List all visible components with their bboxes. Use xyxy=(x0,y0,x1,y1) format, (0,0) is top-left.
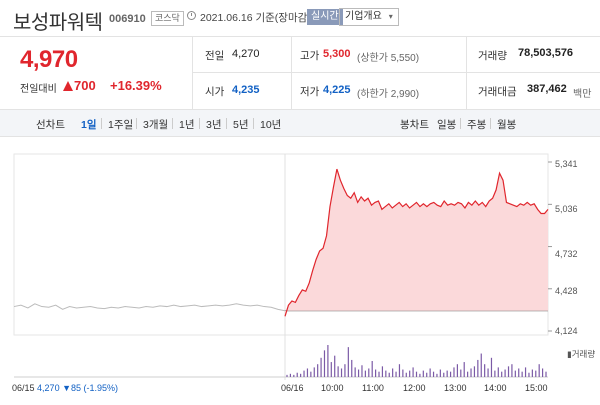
divider xyxy=(291,37,292,109)
tab-5y[interactable]: 5년 xyxy=(233,119,249,131)
divider xyxy=(192,37,193,109)
stock-code: 006910 xyxy=(109,13,146,25)
y-tick-label: 5,341 xyxy=(555,159,578,169)
x-tick-label: 15:00 xyxy=(525,383,548,393)
divider xyxy=(490,118,491,129)
tab-3y[interactable]: 3년 xyxy=(206,119,222,131)
volume-label: 거래량 xyxy=(478,50,507,62)
x-tick-label: 12:00 xyxy=(403,383,426,393)
amount-unit: 백만 xyxy=(573,89,592,100)
divider xyxy=(199,118,200,129)
change-percent: +16.39% xyxy=(110,78,162,93)
price-chart[interactable]: 5,341 5,036 4,732 4,428 4,124 ▮거래량 06/15… xyxy=(0,140,600,405)
stock-name: 보성파워텍 xyxy=(13,12,103,34)
change-value: 700 xyxy=(74,78,96,93)
volume-value: 78,503,576 xyxy=(518,47,574,59)
company-overview-dropdown[interactable]: 기업개요 ▾ xyxy=(339,8,399,26)
chevron-down-icon: ▾ xyxy=(388,12,393,21)
today-price-line xyxy=(284,168,549,317)
divider xyxy=(136,118,137,129)
current-price: 4,970 xyxy=(20,46,78,73)
prev-close-value: 4,270 xyxy=(232,48,260,60)
low-value: 4,225 xyxy=(323,84,351,96)
chart-period-tabs: 선차트 1일 1주일 3개월 1년 3년 5년 10년 봉차트 일봉 주봉 월봉 xyxy=(0,110,600,137)
divider xyxy=(192,72,600,73)
tab-3m[interactable]: 3개월 xyxy=(143,119,169,131)
price-summary: 4,970 전일대비 700 +16.39% 전일 4,270 시가 4,235… xyxy=(0,37,600,110)
volume-legend-label: 거래량 xyxy=(571,349,596,359)
open-label: 시가 xyxy=(205,86,225,98)
x-tick-label: 10:00 xyxy=(321,383,344,393)
up-triangle-icon xyxy=(63,81,73,91)
x-tick-label: 14:00 xyxy=(484,383,507,393)
prev-day-line xyxy=(13,303,286,312)
footer-date: 06/15 xyxy=(12,383,35,393)
chart-footer: 06/15 4,270 ▼85 (-1.95%) xyxy=(12,383,118,393)
x-tick-label: 06/16 xyxy=(281,383,304,393)
y-tick-label: 4,732 xyxy=(555,249,578,259)
upper-limit: (상한가 5,550) xyxy=(357,53,420,64)
amount-value: 387,462 xyxy=(527,83,567,95)
clock-icon xyxy=(187,11,196,20)
market-badge: 코스닥 xyxy=(151,11,184,26)
high-value: 5,300 xyxy=(323,48,351,60)
date-text: 2021.06.16 기준(장마감) xyxy=(200,12,311,24)
footer-price: 4,270 xyxy=(37,383,60,393)
tab-monthly[interactable]: 월봉 xyxy=(497,119,517,131)
divider xyxy=(172,118,173,129)
change-label: 전일대비 xyxy=(20,84,57,95)
open-value: 4,235 xyxy=(232,84,260,96)
divider xyxy=(466,37,467,109)
volume-legend: ▮거래량 xyxy=(567,349,596,359)
tab-weekly[interactable]: 주봉 xyxy=(467,119,487,131)
x-tick-label: 11:00 xyxy=(362,383,384,393)
line-chart-label: 선차트 xyxy=(36,119,65,131)
candle-chart-label: 봉차트 xyxy=(400,119,429,131)
high-label: 고가 xyxy=(300,50,320,62)
x-tick-label: 13:00 xyxy=(444,383,467,393)
tab-1d[interactable]: 1일 xyxy=(81,119,97,131)
price-chart-svg xyxy=(13,153,552,380)
y-tick-label: 4,428 xyxy=(555,286,578,296)
y-tick-label: 4,124 xyxy=(555,326,578,336)
tab-1y[interactable]: 1년 xyxy=(179,119,195,131)
prev-close-label: 전일 xyxy=(205,50,225,62)
stock-header: 보성파워텍 006910 코스닥 2021.06.16 기준(장마감) 실시간 … xyxy=(0,0,600,37)
divider xyxy=(460,118,461,129)
amount-label: 거래대금 xyxy=(478,86,517,98)
tab-1w[interactable]: 1주일 xyxy=(108,119,134,131)
y-tick-label: 5,036 xyxy=(555,204,578,214)
divider xyxy=(253,118,254,129)
tab-daily[interactable]: 일봉 xyxy=(437,119,457,131)
low-label: 저가 xyxy=(300,86,320,98)
tab-10y[interactable]: 10년 xyxy=(260,119,282,131)
footer-change: ▼85 xyxy=(62,383,82,393)
divider xyxy=(226,118,227,129)
realtime-button[interactable]: 실시간 xyxy=(307,9,343,25)
footer-pct: (-1.95%) xyxy=(83,383,119,393)
lower-limit: (하한가 2,990) xyxy=(357,89,420,100)
company-overview-label: 기업개요 xyxy=(345,11,382,22)
divider xyxy=(101,118,102,129)
today-fill-area xyxy=(285,169,548,317)
